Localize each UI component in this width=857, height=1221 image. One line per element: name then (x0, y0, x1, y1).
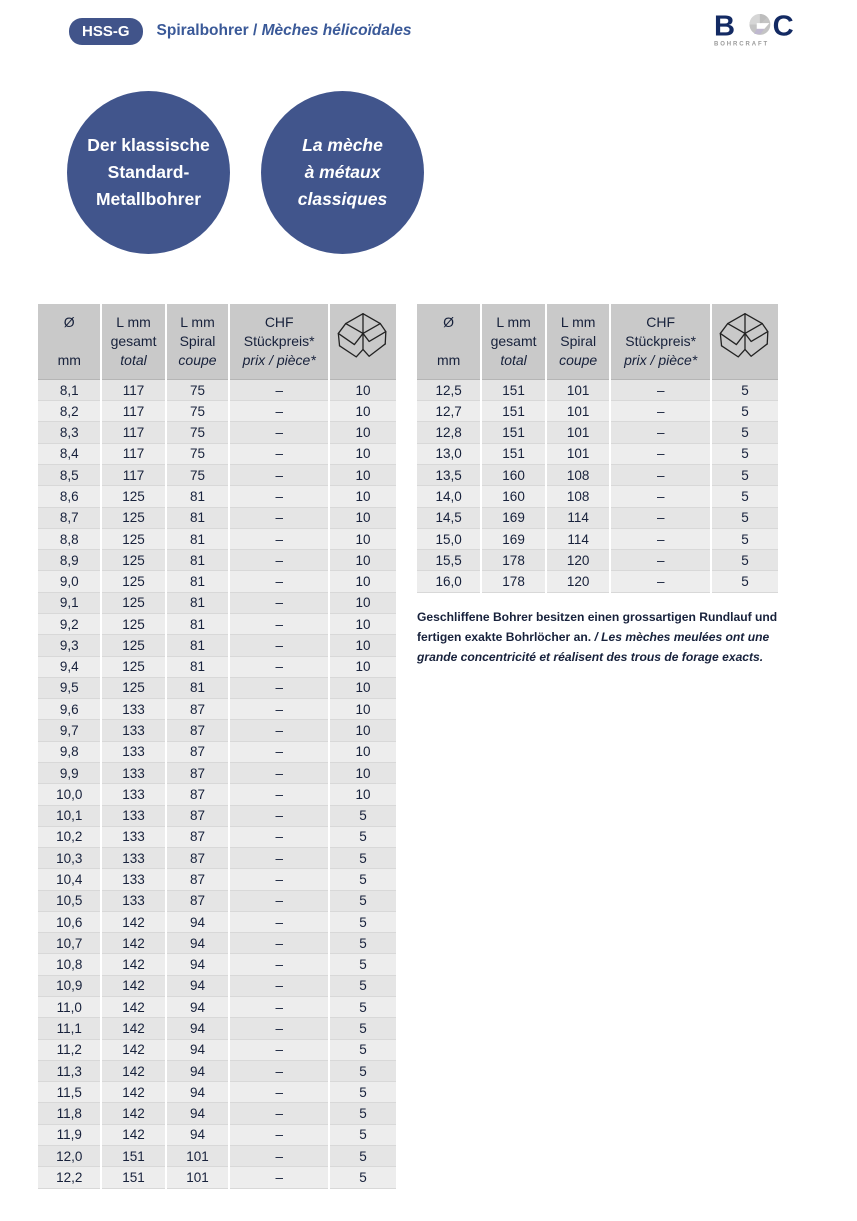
svg-text:B: B (714, 14, 734, 43)
svg-text:BOHRCRAFT: BOHRCRAFT (714, 42, 769, 48)
svg-text:C: C (773, 14, 794, 43)
